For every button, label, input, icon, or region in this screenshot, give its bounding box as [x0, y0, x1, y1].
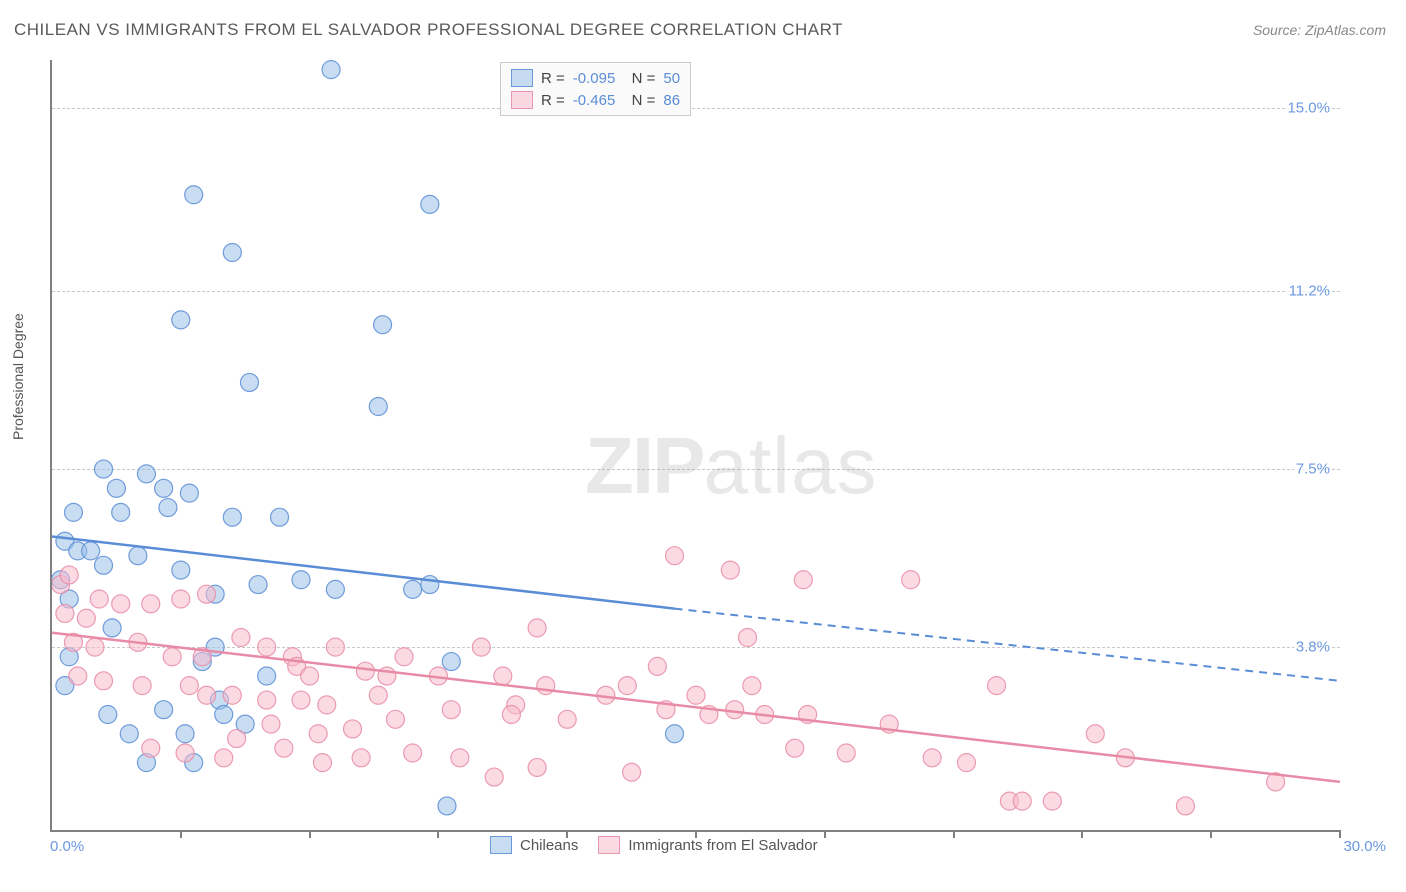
swatch-elsalvador — [511, 91, 533, 109]
x-tick — [953, 830, 955, 838]
correlation-legend: R = -0.095 N = 50 R = -0.465 N = 86 — [500, 62, 691, 116]
swatch-chileans-icon — [490, 836, 512, 854]
x-tick — [309, 830, 311, 838]
y-axis-label: Professional Degree — [10, 313, 26, 440]
chart-container: CHILEAN VS IMMIGRANTS FROM EL SALVADOR P… — [0, 0, 1406, 892]
r-label-1: R = — [541, 70, 565, 87]
chart-svg — [52, 60, 1340, 830]
x-tick — [1081, 830, 1083, 838]
y-tick-label: 3.8% — [1294, 639, 1332, 656]
r-value-2: -0.465 — [573, 92, 616, 109]
swatch-elsalvador-icon — [598, 836, 620, 854]
x-axis-min: 0.0% — [50, 838, 84, 855]
x-axis-max: 30.0% — [1343, 838, 1386, 855]
x-tick — [1339, 830, 1341, 838]
correlation-row-1: R = -0.095 N = 50 — [511, 67, 680, 89]
x-tick — [824, 830, 826, 838]
legend-label-elsalvador: Immigrants from El Salvador — [628, 837, 817, 854]
y-tick-label: 15.0% — [1285, 100, 1332, 117]
plot-area: 3.8% 7.5% 11.2% 15.0% — [50, 60, 1340, 832]
source-label: Source: ZipAtlas.com — [1253, 22, 1386, 38]
x-tick — [1210, 830, 1212, 838]
n-label-2: N = — [623, 92, 655, 109]
swatch-chileans — [511, 69, 533, 87]
x-tick — [180, 830, 182, 838]
n-value-1: 50 — [663, 70, 680, 87]
correlation-row-2: R = -0.465 N = 86 — [511, 89, 680, 111]
legend-label-chileans: Chileans — [520, 837, 578, 854]
legend-item-elsalvador: Immigrants from El Salvador — [598, 836, 817, 854]
r-value-1: -0.095 — [573, 70, 616, 87]
n-value-2: 86 — [663, 92, 680, 109]
series-legend: Chileans Immigrants from El Salvador — [490, 836, 818, 854]
chart-title: CHILEAN VS IMMIGRANTS FROM EL SALVADOR P… — [14, 20, 843, 40]
y-tick-label: 7.5% — [1294, 461, 1332, 478]
legend-item-chileans: Chileans — [490, 836, 578, 854]
n-label-1: N = — [623, 70, 655, 87]
x-tick — [437, 830, 439, 838]
r-label-2: R = — [541, 92, 565, 109]
y-tick-label: 11.2% — [1287, 283, 1332, 300]
